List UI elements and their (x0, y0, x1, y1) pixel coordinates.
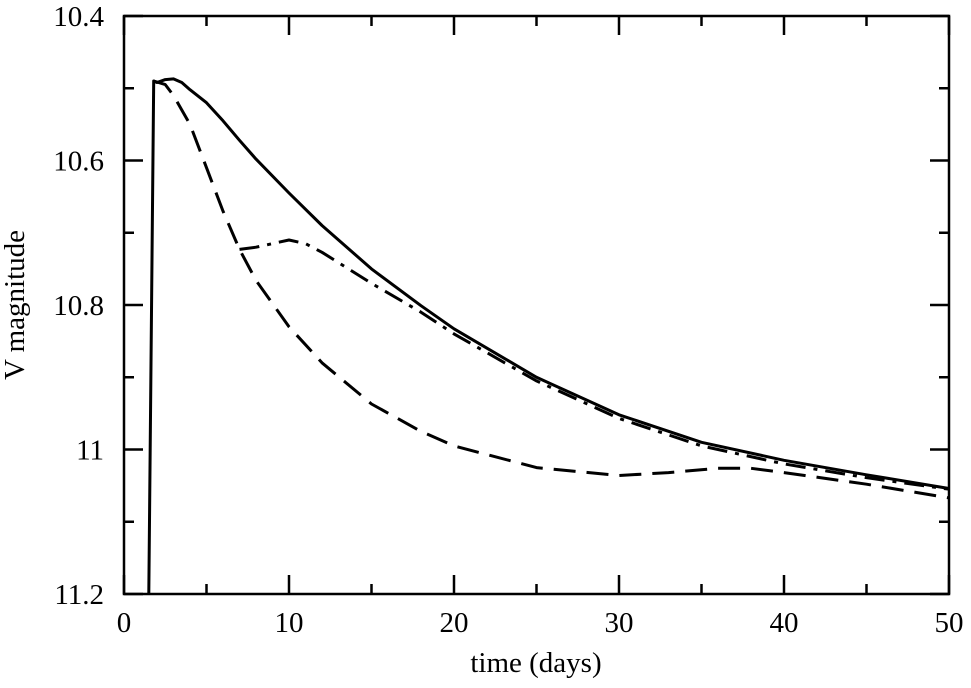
series-line-solid (147, 77, 950, 595)
axis-ticks (122, 14, 951, 596)
y-axis-label: V magnitude (0, 230, 31, 380)
y-tick-label: 10.4 (53, 1, 104, 33)
x-tick-label: 30 (605, 607, 634, 639)
plot-frame (122, 14, 951, 596)
x-tick-label: 50 (935, 607, 964, 639)
x-axis-label: time (days) (470, 647, 601, 679)
series-group (147, 77, 950, 595)
series-line-dashed (153, 79, 950, 500)
x-tick-label: 40 (770, 607, 799, 639)
y-tick-label: 11.2 (54, 579, 104, 611)
x-tick-label: 10 (275, 607, 304, 639)
y-tick-label: 11 (76, 435, 104, 467)
x-tick-label: 0 (117, 607, 132, 639)
tick-labels: 0 10 20 30 40 50 10.4 10.6 10.8 11 11.2 (53, 1, 963, 639)
y-tick-label: 10.8 (53, 290, 104, 322)
y-tick-label: 10.6 (53, 146, 104, 178)
x-tick-label: 20 (440, 607, 469, 639)
series-line-dash-dot (239, 238, 950, 491)
